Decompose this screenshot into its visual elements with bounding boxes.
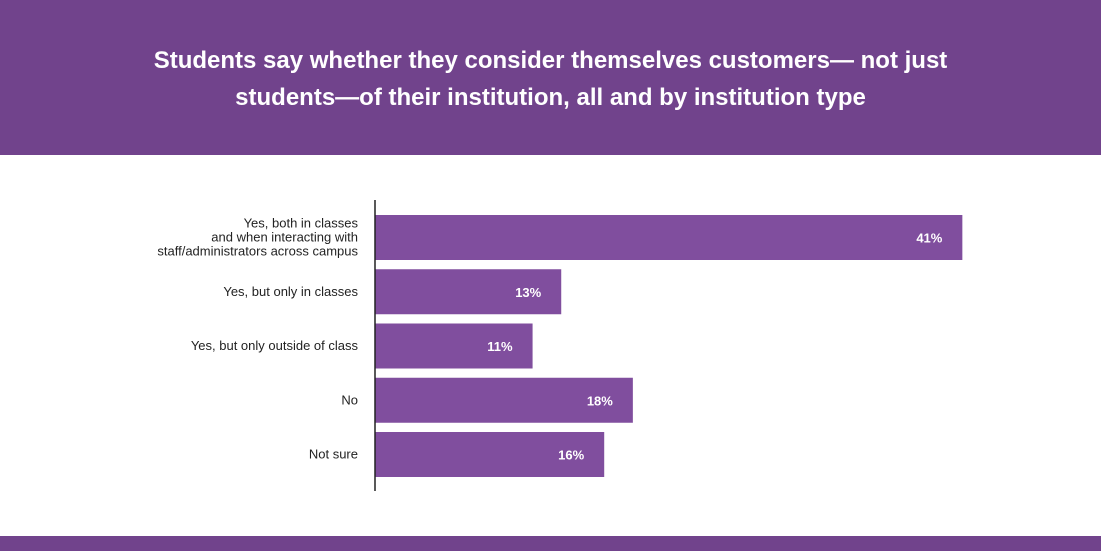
- category-label-5: Not sure: [309, 447, 358, 462]
- value-label-3: 11%: [487, 339, 513, 354]
- bar-5: [375, 432, 605, 477]
- footer-bar: [0, 536, 1101, 551]
- category-label-4: No: [341, 392, 358, 407]
- value-label-1: 41%: [916, 231, 942, 246]
- category-label-1: Yes, both in classes and when interacting…: [157, 216, 358, 259]
- value-label-4: 18%: [587, 393, 613, 408]
- chart-title: Students say whether they consider thems…: [153, 46, 948, 111]
- bar-1: [375, 215, 963, 260]
- bar-4: [375, 377, 633, 423]
- category-label-3: Yes, but only outside of class: [191, 338, 359, 353]
- value-label-5: 16%: [558, 448, 584, 463]
- bar-3: [375, 323, 533, 369]
- value-label-2: 13%: [515, 285, 541, 300]
- title-banner: Students say whether they consider thems…: [0, 0, 1101, 155]
- bar-2: [375, 269, 562, 315]
- category-label-2: Yes, but only in classes: [223, 284, 358, 299]
